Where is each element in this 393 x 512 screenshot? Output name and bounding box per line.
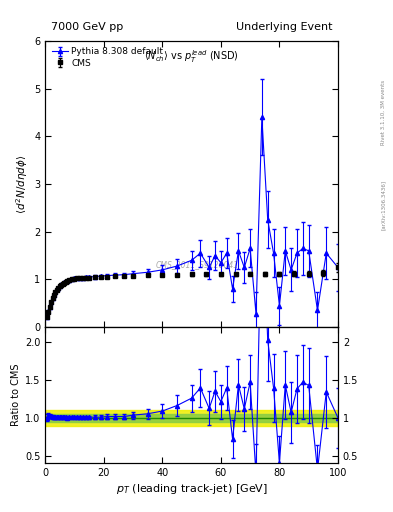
Text: Rivet 3.1.10, 3M events: Rivet 3.1.10, 3M events: [381, 80, 386, 145]
Y-axis label: Ratio to CMS: Ratio to CMS: [11, 364, 21, 426]
Bar: [45, 411, 338, 425]
Bar: [45, 414, 338, 422]
Text: Underlying Event: Underlying Event: [236, 23, 332, 32]
Legend: Pythia 8.308 default, CMS: Pythia 8.308 default, CMS: [50, 46, 165, 69]
Y-axis label: $\langle d^2 N/d\eta d\phi\rangle$: $\langle d^2 N/d\eta d\phi\rangle$: [14, 155, 30, 214]
X-axis label: $p_T$ (leading track-jet) [GeV]: $p_T$ (leading track-jet) [GeV]: [116, 482, 268, 497]
Text: $\langle N_{ch}\rangle$ vs $p_T^{lead}$ (NSD): $\langle N_{ch}\rangle$ vs $p_T^{lead}$ …: [144, 48, 239, 65]
Text: CMS_2011_S9120041: CMS_2011_S9120041: [156, 260, 239, 269]
Text: 7000 GeV pp: 7000 GeV pp: [51, 23, 123, 32]
Text: [arXiv:1306.3436]: [arXiv:1306.3436]: [381, 180, 386, 230]
